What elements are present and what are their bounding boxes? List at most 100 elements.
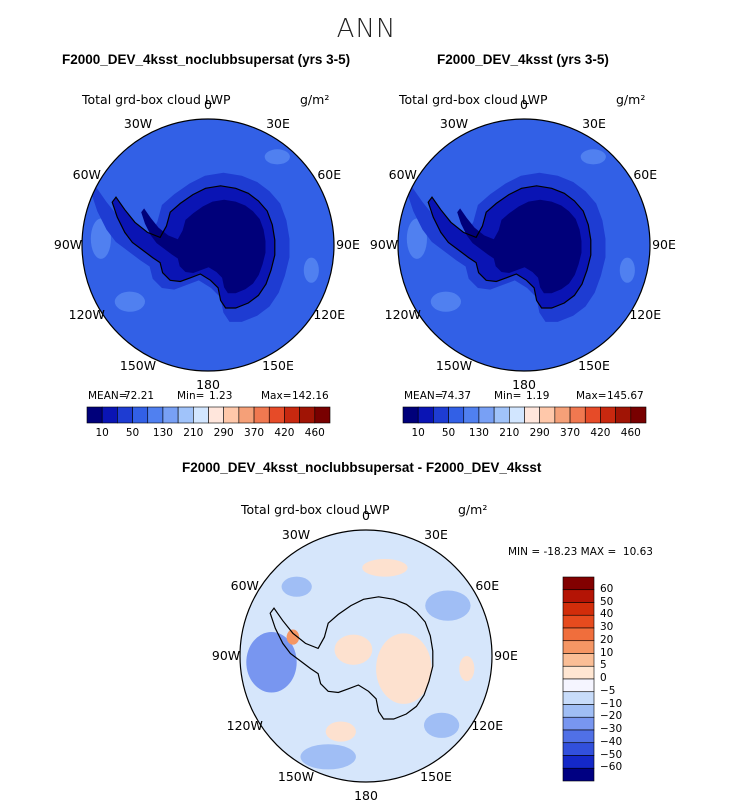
field-blob [114, 291, 145, 312]
panel-3-colorbar-tick: −20 [600, 710, 623, 723]
panel-3-colorbar-tick: 50 [600, 595, 614, 608]
colorbar-swatch [478, 406, 495, 424]
field-blob [619, 257, 635, 283]
colorbar-swatch [208, 406, 224, 424]
panel-1-lon-label: 150W [119, 358, 157, 374]
colorbar-swatch [539, 406, 556, 424]
panel-3-colorbar-tick: 40 [600, 608, 614, 621]
panel-2-colorbar-tick: 10 [411, 427, 425, 439]
panel-3-lon-label: 120E [471, 718, 504, 733]
colorbar-swatch [562, 653, 595, 667]
field-blob [303, 257, 319, 283]
panel-3-colorbar-tick: 5 [600, 659, 607, 672]
panel-2-colorbar-tick: 420 [590, 427, 611, 439]
panel-3-colorbar-tick: 60 [600, 582, 614, 595]
colorbar-swatch [402, 406, 419, 424]
panel-2-lon-label: 60E [633, 167, 658, 182]
colorbar-swatch [615, 406, 632, 424]
colorbar-swatch [268, 406, 285, 424]
plateau-field [141, 199, 266, 294]
colorbar-swatch [562, 627, 595, 642]
colorbar-swatch [417, 406, 434, 424]
panel-1-colorbar-tick: 290 [213, 427, 234, 439]
panel-3-lon-label: 60W [230, 578, 259, 593]
panel-1-variable-label: Total grd-box cloud LWP [82, 92, 231, 107]
ocean-field [398, 119, 650, 371]
panel-3-lon-label: 0 [362, 508, 370, 523]
panel-3-lon-label: 150E [420, 769, 452, 785]
field-blob [362, 558, 408, 577]
panel-1-min-label: Min= [177, 390, 205, 402]
panel-3-minmax: MIN = -18.23 MAX = 10.63 [508, 546, 653, 558]
colorbar-swatch [562, 767, 595, 782]
panel-2-mean-label: MEAN= [404, 390, 444, 402]
panel-2-lon-label: 60W [388, 167, 417, 182]
panel-1-mean-label: MEAN= [88, 390, 128, 402]
field-blob [423, 712, 460, 738]
colorbar-swatch [630, 406, 647, 424]
coastal-band [407, 172, 606, 322]
field-blob [334, 634, 373, 665]
colorbar-swatch [524, 406, 540, 424]
colorbar-swatch [562, 755, 595, 769]
field-blob [281, 576, 312, 597]
panel-2-lon-label: 90E [652, 237, 676, 252]
colorbar-swatch [299, 406, 316, 424]
field-blob [90, 218, 111, 259]
colorbar-swatch [448, 406, 465, 424]
panel-2-min-label: Min= [494, 390, 522, 402]
field-blob [264, 149, 290, 165]
panel-2-lon-label: 150W [435, 358, 473, 374]
panel-2-max-label: Max= [576, 390, 607, 402]
colorbar-swatch [284, 406, 300, 424]
colorbar-swatch [509, 406, 525, 424]
panel-1-lon-label: 120W [68, 307, 105, 322]
panel-1-units: g/m² [300, 92, 330, 107]
panel-1-colorbar-tick: 370 [244, 427, 265, 439]
panel-1-lon-label: 0 [204, 97, 212, 112]
difference-field [240, 530, 492, 782]
field-blob [286, 629, 300, 645]
panel-2-units: g/m² [616, 92, 646, 107]
colorbar-swatch [223, 406, 240, 424]
colorbar-swatch [162, 406, 179, 424]
colorbar-swatch [562, 665, 595, 680]
panel-2-colorbar-tick: 210 [499, 427, 520, 439]
panel-1-colorbar-tick: 460 [304, 427, 325, 439]
colorbar-swatch [562, 742, 595, 756]
panel-2-lon-label: 30E [582, 115, 606, 131]
field-blob [325, 721, 356, 742]
colorbar-swatch [562, 691, 595, 705]
panel-1-lon-label: 30E [266, 115, 290, 131]
ocean-field [82, 119, 334, 371]
colorbar-swatch [463, 406, 480, 424]
panel-1-lon-label: 30W [123, 115, 153, 131]
colorbar-swatch [132, 406, 149, 424]
panel-2-variable-label: Total grd-box cloud LWP [399, 92, 548, 107]
field-blob [425, 590, 471, 621]
colorbar-swatch [314, 406, 331, 424]
field-blob [430, 291, 461, 312]
panel-3-field [239, 529, 493, 783]
colorbar-swatch [562, 589, 595, 603]
field-blob [580, 149, 606, 165]
panel-1-lon-label: 90W [53, 237, 83, 252]
panel-3-colorbar-tick: −60 [600, 761, 623, 774]
panel-1-field [81, 118, 335, 372]
colorbar-swatch [562, 729, 595, 744]
panel-1-min-value: 1.23 [209, 390, 233, 402]
colorbar-swatch [554, 406, 571, 424]
panel-2-field [397, 118, 651, 372]
map-border [81, 118, 335, 372]
panel-2-colorbar-tick: 130 [468, 427, 489, 439]
colorbar-swatch [569, 406, 586, 424]
colorbar-swatch [117, 406, 133, 424]
panel-3-lon-label: 90W [211, 648, 241, 663]
colorbar-swatch [562, 614, 595, 629]
colorbar-swatch [562, 678, 595, 693]
panel-1-lon-label: 60W [72, 167, 101, 182]
panel-3-colorbar-tick: 20 [600, 633, 614, 646]
panel-2-colorbar-tick: 370 [560, 427, 581, 439]
panel-1-lon-label: 180 [196, 377, 220, 392]
continent-field [428, 185, 591, 308]
